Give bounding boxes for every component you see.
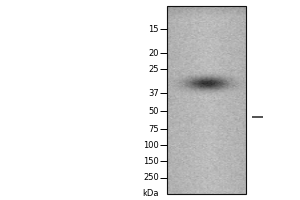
Bar (167, 6, 246, 194)
Text: 100: 100 (143, 140, 159, 149)
Text: 37: 37 (148, 88, 159, 98)
Text: 15: 15 (148, 24, 159, 33)
Text: kDa: kDa (142, 190, 159, 198)
Text: 50: 50 (148, 106, 159, 116)
Text: 150: 150 (143, 156, 159, 166)
Text: 250: 250 (143, 173, 159, 182)
Text: 20: 20 (148, 48, 159, 58)
Text: 75: 75 (148, 124, 159, 134)
Text: 25: 25 (148, 64, 159, 73)
